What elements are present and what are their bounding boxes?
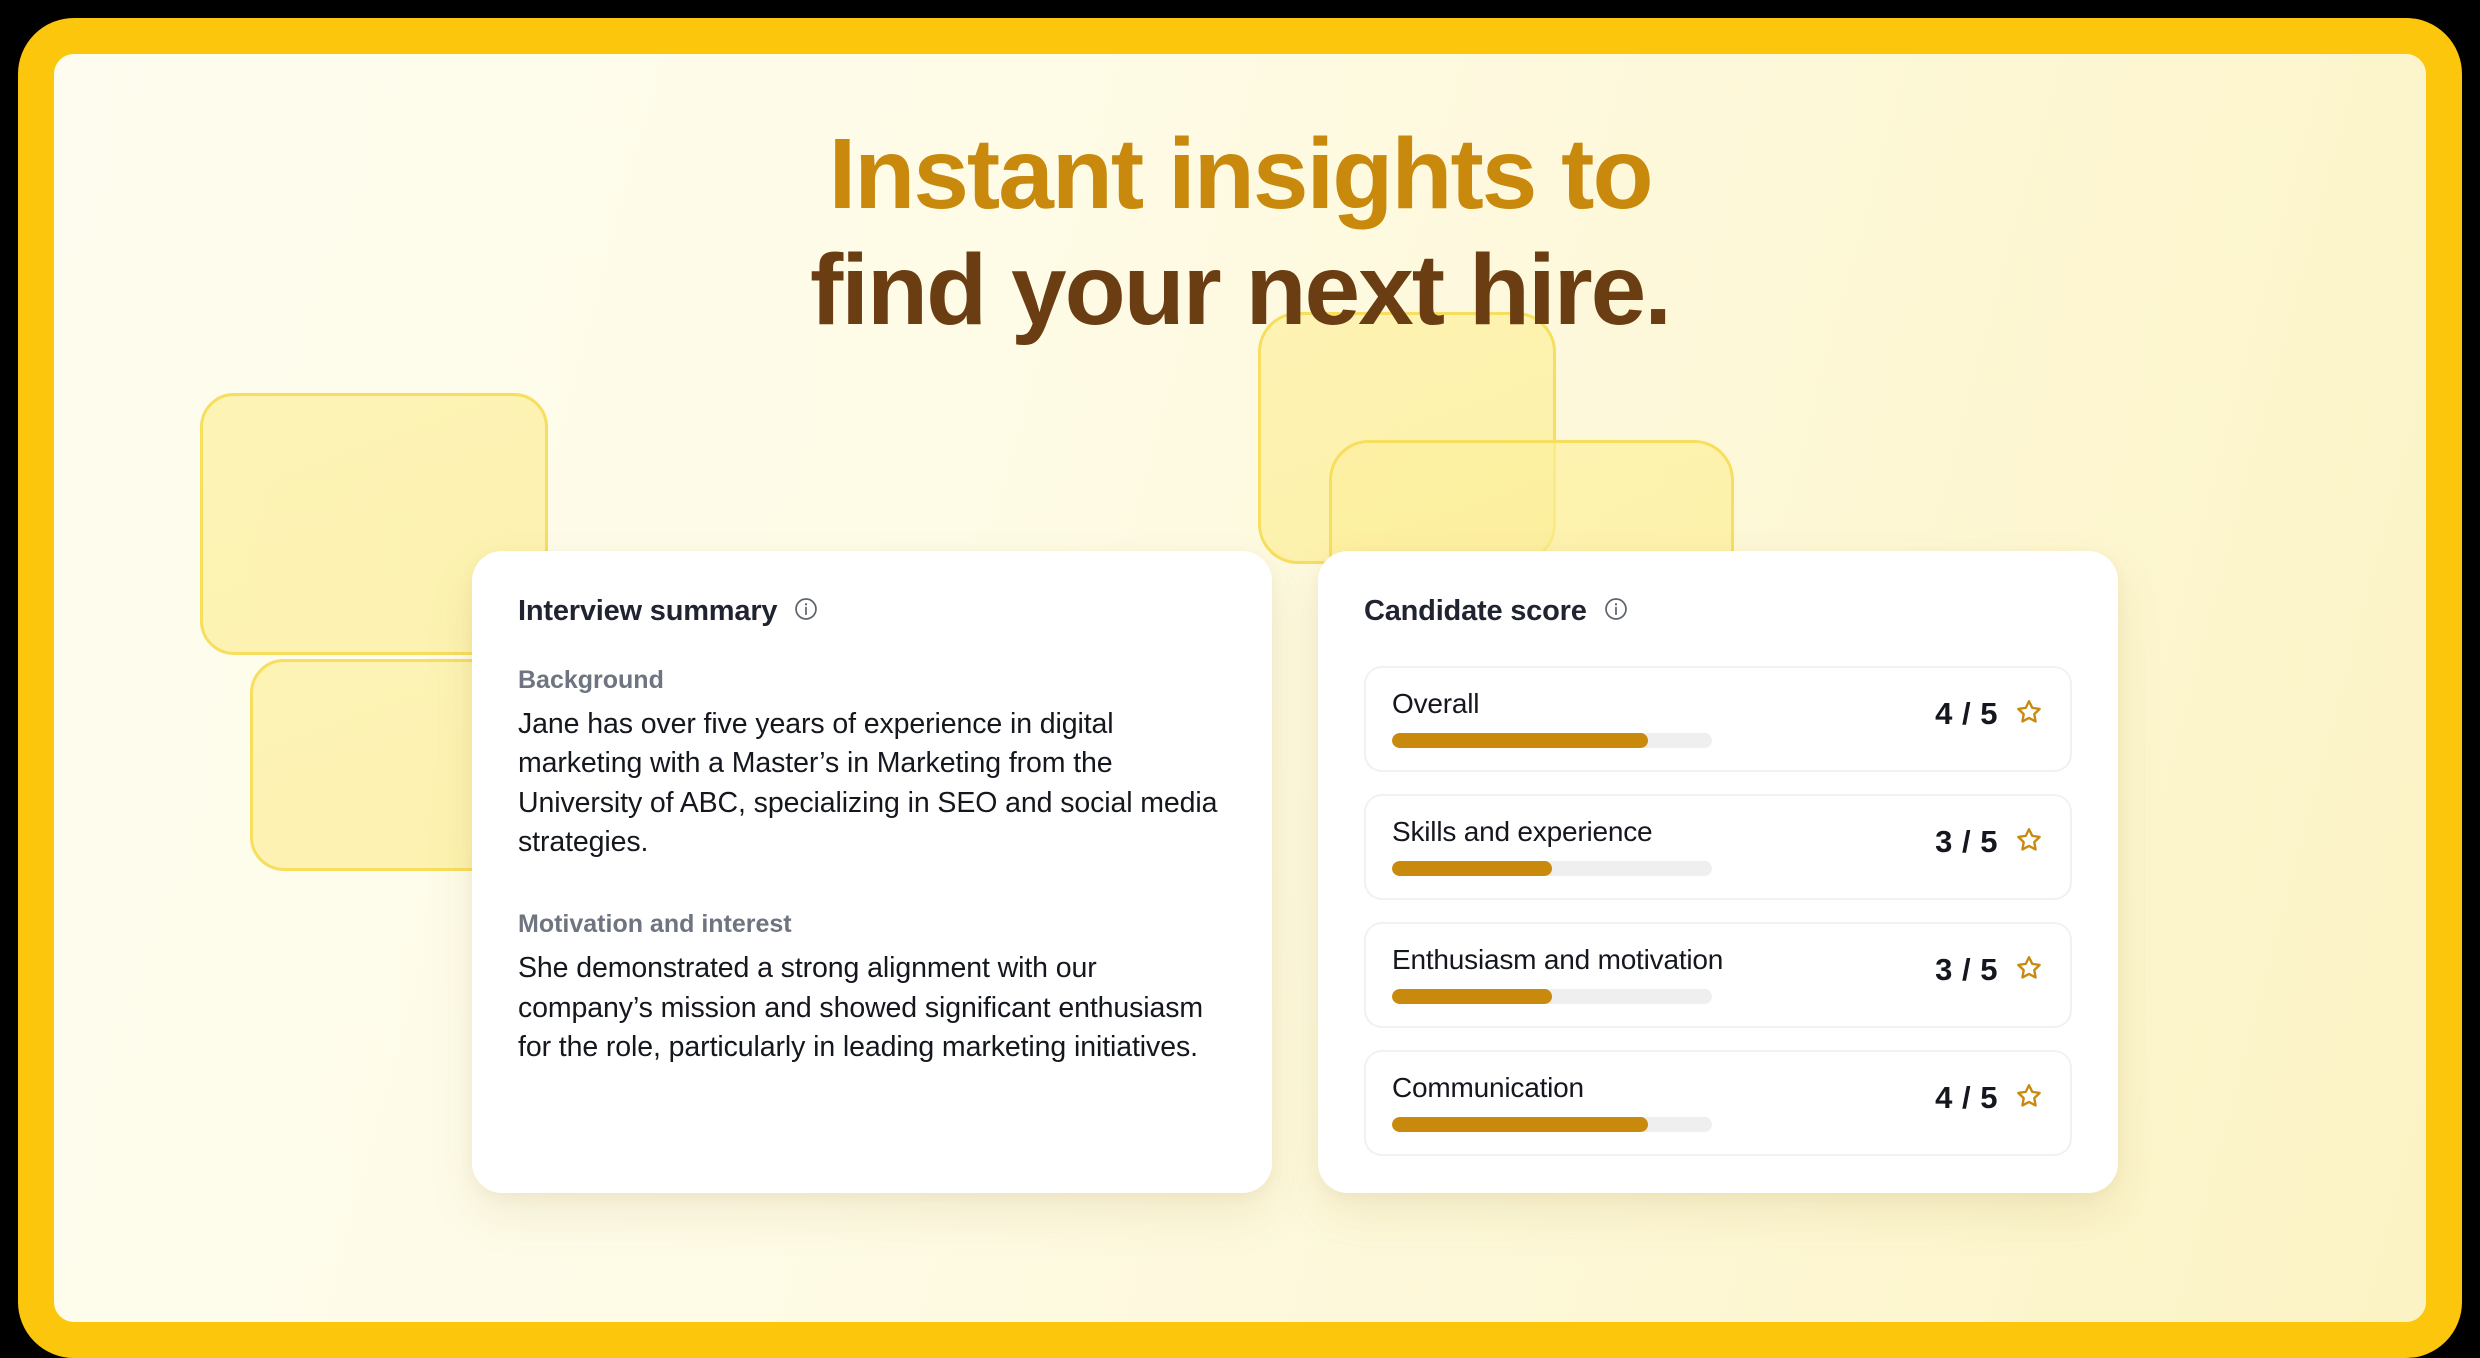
summary-section-motivation: Motivation and interest She demonstrated… (518, 910, 1226, 1067)
score-row-value-group: 4 / 5 (1935, 1072, 2044, 1116)
score-progress-track (1392, 861, 1712, 876)
candidate-score-title: Candidate score (1364, 595, 1587, 627)
score-row-label: Enthusiasm and motivation (1392, 944, 1724, 975)
score-row-value: 3 / 5 (1935, 952, 1998, 987)
page-title-line-2: find your next hire. (809, 234, 1672, 346)
outer-frame: Instant insights to find your next hire.… (18, 18, 2462, 1358)
score-row[interactable]: Communication 4 / 5 (1364, 1050, 2072, 1156)
star-outline-icon[interactable] (2014, 1081, 2044, 1116)
score-row-main: Communication (1392, 1072, 1917, 1132)
interview-summary-header: Interview summary (518, 595, 1226, 628)
score-row-value: 3 / 5 (1935, 824, 1998, 859)
score-row-main: Skills and experience (1392, 816, 1917, 876)
candidate-score-header: Candidate score (1364, 595, 2072, 628)
score-row-label: Communication (1392, 1072, 1584, 1103)
candidate-score-card: Candidate score Overall (1318, 551, 2118, 1193)
interview-summary-card: Interview summary Background Jane has ov… (472, 551, 1272, 1193)
score-row-main: Overall (1392, 688, 1917, 748)
score-row[interactable]: Skills and experience 3 / 5 (1364, 794, 2072, 900)
score-row-value-group: 3 / 5 (1935, 816, 2044, 860)
summary-section-label: Motivation and interest (518, 910, 792, 939)
summary-section-background: Background Jane has over five years of e… (518, 666, 1226, 862)
star-outline-icon[interactable] (2014, 825, 2044, 860)
info-circle-icon[interactable] (793, 596, 819, 627)
score-progress-fill (1392, 733, 1648, 748)
star-outline-icon[interactable] (2014, 953, 2044, 988)
info-circle-icon[interactable] (1603, 596, 1629, 627)
score-row-value: 4 / 5 (1935, 696, 1998, 731)
star-outline-icon[interactable] (2014, 697, 2044, 732)
summary-section-body: She demonstrated a strong alignment with… (518, 952, 1204, 1063)
score-progress-track (1392, 733, 1712, 748)
page-title-line-1: Instant insights to (828, 118, 1653, 230)
summary-section-body: Jane has over five years of experience i… (518, 708, 1218, 858)
interview-summary-title: Interview summary (518, 595, 778, 627)
score-row[interactable]: Overall 4 / 5 (1364, 666, 2072, 772)
score-progress-track (1392, 1117, 1712, 1132)
score-row-label: Skills and experience (1392, 816, 1653, 847)
score-progress-track (1392, 989, 1712, 1004)
score-row-value-group: 4 / 5 (1935, 688, 2044, 732)
score-row[interactable]: Enthusiasm and motivation 3 / 5 (1364, 922, 2072, 1028)
hero-stage: Instant insights to find your next hire.… (54, 54, 2426, 1322)
summary-section-label: Background (518, 666, 664, 694)
score-row-label: Overall (1392, 688, 1480, 719)
score-row-main: Enthusiasm and motivation (1392, 944, 1917, 1004)
score-progress-fill (1392, 1117, 1648, 1132)
score-row-value: 4 / 5 (1935, 1080, 1998, 1115)
score-row-value-group: 3 / 5 (1935, 944, 2044, 988)
score-progress-fill (1392, 989, 1552, 1004)
score-progress-fill (1392, 861, 1552, 876)
page-title: Instant insights to find your next hire. (54, 116, 2426, 348)
